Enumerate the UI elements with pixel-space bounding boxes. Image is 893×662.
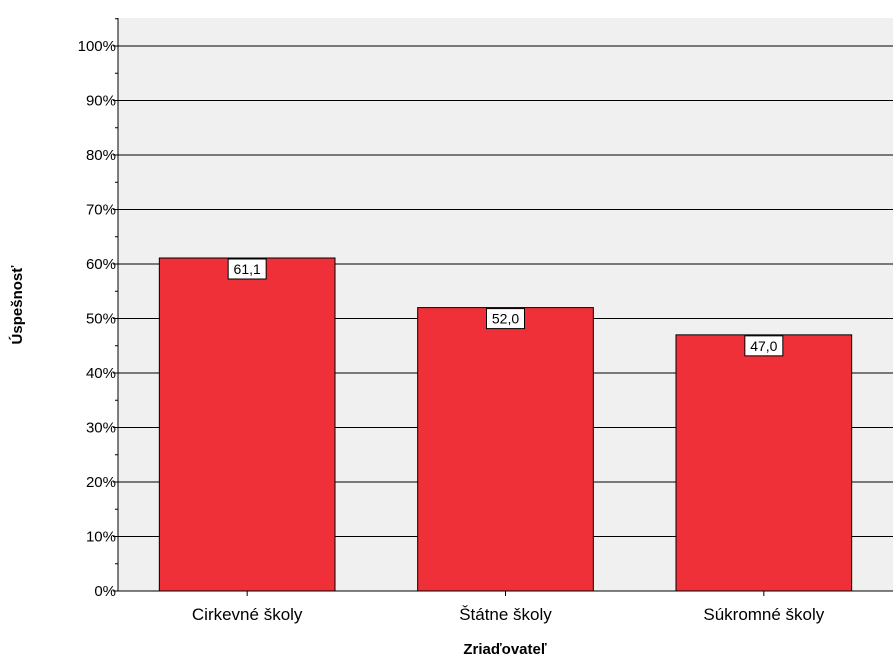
data-label: 61,1 xyxy=(234,261,261,277)
bar xyxy=(417,307,594,592)
y-tick-label: 20% xyxy=(86,474,116,491)
x-tick-label: Cirkevné školy xyxy=(192,605,303,624)
y-tick-label: 100% xyxy=(78,38,116,55)
y-axis-title: Úspešnosť xyxy=(8,265,26,345)
bar xyxy=(675,334,853,592)
y-tick-label: 90% xyxy=(86,93,116,110)
y-tick-label: 60% xyxy=(86,256,116,273)
y-tick-label: 70% xyxy=(86,202,116,219)
bar xyxy=(158,257,336,592)
data-label-box xyxy=(744,335,784,357)
y-tick-label: 10% xyxy=(86,529,116,546)
y-tick-label: 40% xyxy=(86,365,116,382)
data-label-box xyxy=(227,258,267,280)
y-tick-label: 0% xyxy=(94,583,116,600)
x-axis-title: Zriaďovateľ xyxy=(463,641,546,658)
data-label-box xyxy=(486,308,525,330)
data-label: 52,0 xyxy=(492,311,519,327)
y-tick-label: 80% xyxy=(86,147,116,164)
y-axis: 0% 10% 20% 30% 40% 50% 60% 70% 80% 90% 100% xyxy=(78,18,118,600)
x-axis: Cirkevné školy Štátne školy Súkromné školy xyxy=(192,591,825,624)
y-tick-label: 50% xyxy=(86,311,116,328)
x-tick-label: Štátne školy xyxy=(459,605,552,624)
y-tick-label: 30% xyxy=(86,420,116,437)
data-label: 47,0 xyxy=(750,338,777,354)
x-tick-label: Súkromné školy xyxy=(703,605,824,624)
bars: 61,1 52,0 47,0 xyxy=(158,257,853,592)
